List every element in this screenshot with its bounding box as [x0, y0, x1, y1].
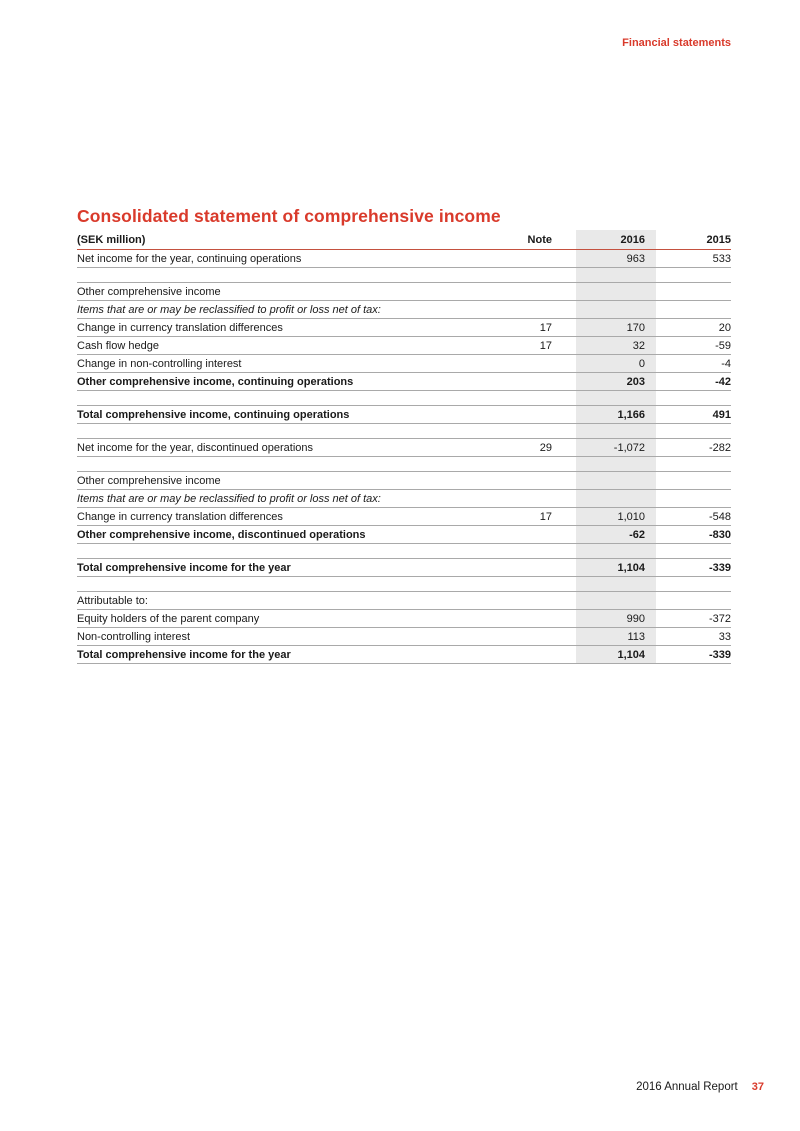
row-label: Change in currency translation differenc… — [77, 321, 283, 334]
footer-report-name: 2016 Annual Report — [636, 1081, 738, 1093]
row-value-2016: 1,104 — [576, 646, 656, 663]
table-row: Other comprehensive income — [77, 283, 731, 301]
row-value-2015: -548 — [708, 510, 731, 523]
table-row: Total comprehensive income for the year 1… — [77, 646, 731, 664]
row-value-2015: 491 — [712, 408, 731, 421]
row-label: Cash flow hedge — [77, 339, 159, 352]
table-spacer-row — [77, 268, 731, 283]
row-value-2016: -1,072 — [576, 439, 656, 456]
row-value-2016: 32 — [576, 337, 656, 354]
table-row: Items that are or may be reclassified to… — [77, 301, 731, 319]
row-value-2015: 533 — [712, 252, 731, 265]
table-row: Net income for the year, continuing oper… — [77, 250, 731, 268]
table-spacer-row — [77, 424, 731, 439]
table-row: Total comprehensive income, continuing o… — [77, 406, 731, 424]
row-value-2016: 113 — [576, 628, 656, 645]
row-label: Items that are or may be reclassified to… — [77, 303, 381, 316]
page-title: Consolidated statement of comprehensive … — [77, 205, 501, 226]
row-label: Total comprehensive income for the year — [77, 648, 291, 661]
row-label: Equity holders of the parent company — [77, 612, 260, 625]
table-spacer-row — [77, 577, 731, 592]
row-value-2015: -372 — [708, 612, 731, 625]
row-value-2016 — [576, 577, 656, 591]
row-label: Non-controlling interest — [77, 630, 191, 643]
row-label: Net income for the year, discontinued op… — [77, 441, 314, 454]
table-row: Change in currency translation differenc… — [77, 508, 731, 526]
row-label: Change in currency translation differenc… — [77, 510, 283, 523]
table-spacer-row — [77, 544, 731, 559]
row-value-2016: -62 — [576, 526, 656, 543]
table-row: Other comprehensive income, continuing o… — [77, 373, 731, 391]
row-label: Other comprehensive income, continuing o… — [77, 375, 354, 388]
row-value-2016: 963 — [576, 250, 656, 267]
row-value-2016: 1,104 — [576, 559, 656, 576]
row-value-2016: 203 — [576, 373, 656, 390]
row-label: Other comprehensive income — [77, 285, 221, 298]
page-footer: 2016 Annual Report 37 — [636, 1081, 764, 1093]
column-header-2016: 2016 — [576, 230, 656, 249]
table-row: Change in non-controlling interest 0 -4 — [77, 355, 731, 373]
table-body: Net income for the year, continuing oper… — [77, 250, 731, 664]
row-value-2015: -4 — [721, 357, 731, 370]
table-row: Non-controlling interest 113 33 — [77, 628, 731, 646]
table-row: Items that are or may be reclassified to… — [77, 490, 731, 508]
row-note: 17 — [539, 339, 552, 352]
row-value-2015: -42 — [715, 375, 731, 388]
row-note: 17 — [539, 321, 552, 334]
row-value-2015: 20 — [718, 321, 731, 334]
row-label: Net income for the year, continuing oper… — [77, 252, 302, 265]
table-row: Other comprehensive income — [77, 472, 731, 490]
table-row: Equity holders of the parent company 990 -… — [77, 610, 731, 628]
table-row: Attributable to: — [77, 592, 731, 610]
table-row: Net income for the year, discontinued op… — [77, 439, 731, 457]
row-value-2016 — [576, 490, 656, 507]
column-header-note: Note — [527, 233, 552, 246]
row-value-2016: 170 — [576, 319, 656, 336]
table-row: Total comprehensive income for the year 1… — [77, 559, 731, 577]
row-value-2016: 1,010 — [576, 508, 656, 525]
row-note: 17 — [539, 510, 552, 523]
row-value-2016 — [576, 472, 656, 489]
row-value-2016 — [576, 592, 656, 609]
row-label: Attributable to: — [77, 594, 148, 607]
row-label: Other comprehensive income, discontinued… — [77, 528, 366, 541]
row-value-2016 — [576, 424, 656, 438]
row-value-2015: -282 — [708, 441, 731, 454]
row-value-2016 — [576, 457, 656, 471]
row-value-2016 — [576, 268, 656, 282]
row-label: Total comprehensive income for the year — [77, 561, 291, 574]
row-value-2015: -59 — [715, 339, 731, 352]
comprehensive-income-table: (SEK million) Note 2016 2015 Net income … — [77, 230, 731, 664]
column-header-sek-million: (SEK million) — [77, 233, 146, 246]
row-value-2015: -339 — [708, 648, 731, 661]
row-value-2016 — [576, 544, 656, 558]
table-row: Other comprehensive income, discontinued… — [77, 526, 731, 544]
row-value-2016: 1,166 — [576, 406, 656, 423]
column-header-2015: 2015 — [706, 233, 731, 246]
table-spacer-row — [77, 391, 731, 406]
row-label: Items that are or may be reclassified to… — [77, 492, 381, 505]
row-value-2015: -339 — [708, 561, 731, 574]
row-label: Total comprehensive income, continuing o… — [77, 408, 350, 421]
row-value-2015: -830 — [708, 528, 731, 541]
footer-page-number: 37 — [751, 1081, 764, 1093]
row-value-2016 — [576, 283, 656, 300]
row-value-2016: 0 — [576, 355, 656, 372]
row-label: Other comprehensive income — [77, 474, 221, 487]
table-header-row: (SEK million) Note 2016 2015 — [77, 230, 731, 250]
row-value-2016 — [576, 391, 656, 405]
table-spacer-row — [77, 457, 731, 472]
row-value-2016: 990 — [576, 610, 656, 627]
row-note: 29 — [539, 441, 552, 454]
section-label: Financial statements — [622, 37, 731, 49]
row-label: Change in non-controlling interest — [77, 357, 242, 370]
row-value-2016 — [576, 301, 656, 318]
table-row: Change in currency translation differenc… — [77, 319, 731, 337]
table-row: Cash flow hedge 17 32 -59 — [77, 337, 731, 355]
row-value-2015: 33 — [718, 630, 731, 643]
